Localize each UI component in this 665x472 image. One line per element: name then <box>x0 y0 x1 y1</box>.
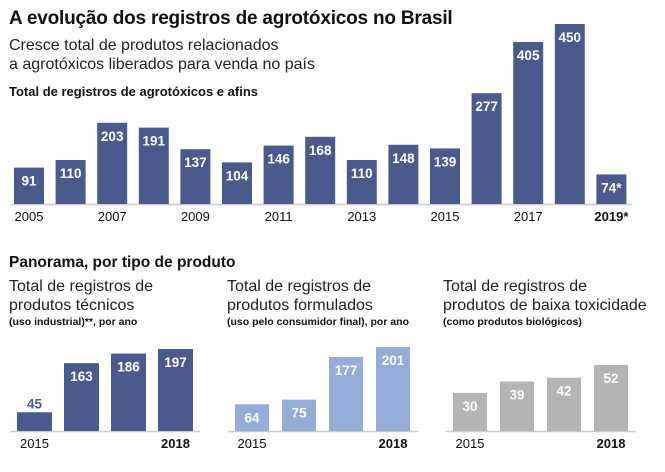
value-label: 277 <box>475 99 498 114</box>
panel-note-formulados: (uso pelo consumidor final), por ano <box>227 316 410 328</box>
bar-2009 <box>180 149 211 204</box>
value-label: 110 <box>351 166 373 181</box>
panel-title-tecnicos: Total de registros de produtos técnicos <box>9 277 153 315</box>
bar-2006 <box>55 160 86 204</box>
bar-2015 <box>453 392 487 431</box>
value-label: 91 <box>21 174 37 189</box>
panorama-heading: Panorama, por tipo de produto <box>9 254 236 271</box>
bar-2016 <box>471 93 502 204</box>
bar-2018 <box>376 347 410 431</box>
value-label: 110 <box>60 166 82 181</box>
bar-2017 <box>547 377 581 431</box>
value-label: 168 <box>309 143 332 158</box>
panel-title-line-2: produtos de baixa toxicidade <box>443 297 647 314</box>
bar-2018 <box>554 24 585 204</box>
value-label: 139 <box>434 154 457 169</box>
panel-title-line-2: produtos formulados <box>227 297 373 314</box>
panel-title-line-2: produtos técnicos <box>9 297 135 314</box>
value-label: 39 <box>509 388 524 403</box>
value-label: 42 <box>556 384 571 399</box>
panel-note-tecnicos: (uso industrial)**, por ano <box>9 316 138 328</box>
value-label: 45 <box>27 396 43 411</box>
bar-2013 <box>346 160 377 204</box>
value-label: 30 <box>462 399 477 414</box>
x-tick-label: 2018 <box>379 436 408 451</box>
x-tick-label: 2015 <box>20 436 49 451</box>
value-label: 104 <box>226 168 249 183</box>
x-tick-label: 2017 <box>514 209 543 224</box>
panel-title-line-1: Total de registros de <box>227 278 372 295</box>
bar-2016 <box>282 399 316 431</box>
panel-title-line-1: Total de registros de <box>9 278 154 295</box>
value-label: 177 <box>335 363 358 378</box>
bar-2019* <box>596 174 627 204</box>
x-tick-label: 2013 <box>347 209 376 224</box>
value-label: 191 <box>143 134 166 149</box>
bar-2018 <box>158 349 193 431</box>
value-label: 137 <box>184 155 207 170</box>
panel-title-baixa-toxicidade: Total de registros de produtos de baixa … <box>443 277 647 315</box>
x-tick-label: 2015 <box>456 436 485 451</box>
value-label: 163 <box>70 369 93 384</box>
bar-2016 <box>64 363 99 431</box>
bar-2015 <box>430 148 460 204</box>
value-label: 75 <box>291 406 307 421</box>
bar-2005 <box>14 167 44 204</box>
value-label: 201 <box>382 353 405 368</box>
bar-2007 <box>97 122 128 204</box>
main-chart-label: Total de registros de agrotóxicos e afin… <box>9 84 258 99</box>
panel-note-baixa-toxicidade: (como produtos biológicos) <box>443 316 582 328</box>
panel-title-line-1: Total de registros de <box>443 278 588 295</box>
value-label: 74* <box>601 180 622 195</box>
value-label: 146 <box>267 152 290 167</box>
chart-title: A evolução dos registros de agrotóxicos … <box>9 8 453 29</box>
panel-title-formulados: Total de registros de produtos formulado… <box>227 277 373 315</box>
bar-2017 <box>111 353 146 431</box>
bar-2008 <box>138 127 169 204</box>
bar-2015 <box>235 404 269 431</box>
x-tick-label: 2015 <box>238 436 267 451</box>
bar-2012 <box>305 136 336 204</box>
x-tick-label: 2011 <box>265 209 293 224</box>
bar-2015 <box>17 412 52 431</box>
x-tick-label: 2018 <box>597 436 626 451</box>
value-label: 64 <box>244 410 260 425</box>
x-tick-label: 2007 <box>98 209 127 224</box>
chart-subtitle: Cresce total de produtos relacionados a … <box>9 36 339 74</box>
bar-2014 <box>388 144 419 204</box>
x-tick-label: 2015 <box>431 209 460 224</box>
x-tick-label: 2005 <box>15 209 44 224</box>
bar-2017 <box>329 357 363 431</box>
bar-2018 <box>594 365 628 431</box>
value-label: 405 <box>517 48 540 63</box>
value-label: 450 <box>559 30 582 45</box>
bar-2016 <box>500 381 534 431</box>
value-label: 148 <box>392 151 415 166</box>
x-tick-label: 2019* <box>594 209 629 224</box>
bar-2010 <box>222 162 252 204</box>
value-label: 197 <box>164 355 187 370</box>
bar-2011 <box>263 145 294 204</box>
subtitle-line-1: Cresce total de produtos relacionados <box>9 37 279 54</box>
value-label: 203 <box>101 129 124 144</box>
bar-2017 <box>513 42 544 204</box>
x-tick-label: 2009 <box>181 209 210 224</box>
value-label: 186 <box>117 360 140 375</box>
value-label: 52 <box>603 371 618 386</box>
x-tick-label: 2018 <box>161 436 190 451</box>
subtitle-line-2: a agrotóxicos liberados para venda no pa… <box>9 56 315 73</box>
